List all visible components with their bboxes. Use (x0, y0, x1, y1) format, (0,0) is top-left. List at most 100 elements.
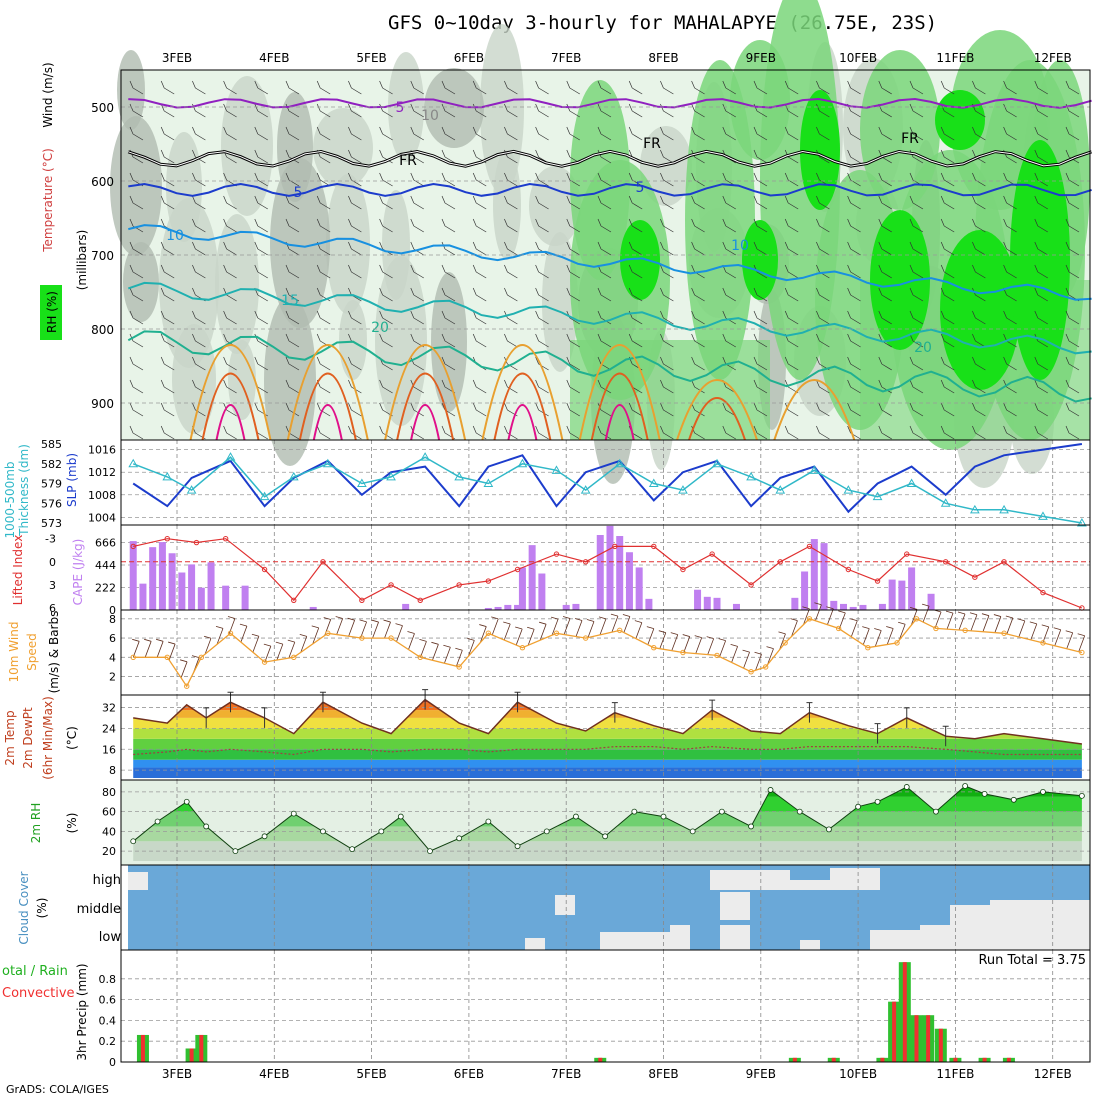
thickness-tick-label: 573 (41, 517, 62, 530)
upper-wind-barb (597, 241, 612, 256)
upper-wind-barb (940, 264, 955, 279)
surface-wind-barb (299, 633, 308, 653)
upper-wind-barb (691, 195, 705, 210)
upper-wind-barb (628, 241, 643, 256)
upper-wind-barb (285, 425, 300, 440)
upper-wind-barb (160, 149, 175, 164)
upper-wind-barb (628, 310, 643, 325)
cape-bar (494, 606, 502, 610)
cloud-clear-gap (670, 925, 690, 950)
temp-color-band (133, 759, 1082, 768)
upper-wind-barb (223, 356, 237, 371)
rh2m-point (1078, 792, 1085, 799)
upper-wind-barb (972, 310, 986, 325)
thickness-point (517, 458, 528, 468)
thickness-point (580, 485, 591, 494)
upper-wind-barb (972, 241, 986, 256)
cloud-clear-gap (800, 940, 820, 950)
wind-speed-point (962, 627, 968, 634)
rh-low-area (424, 68, 484, 148)
surface-wind-barb (706, 636, 715, 655)
slp-tick-label: 1012 (88, 466, 116, 479)
temp-tick-label: 24 (102, 722, 116, 735)
wind-axis-label: Wind (m/s) (41, 62, 55, 127)
contour-label: FR (643, 136, 661, 152)
precip-convective-bar (880, 1057, 885, 1062)
upper-wind-barb (784, 425, 799, 440)
precip-convective-bar (902, 962, 907, 1062)
rh2m-point (796, 808, 803, 815)
pressure-tick-label: 500 (91, 101, 114, 115)
cape-bar (820, 543, 828, 610)
surface-wind-barb (610, 613, 619, 633)
lifted-index-point (291, 597, 297, 603)
upper-wind-barb (348, 264, 362, 279)
upper-wind-barb (254, 195, 268, 210)
upper-wind-barb (1065, 356, 1080, 371)
upper-wind-barb (316, 287, 331, 302)
minmax-errorbar (422, 689, 429, 710)
thickness-point (969, 504, 980, 514)
surface-wind-barb (658, 630, 667, 649)
surface-wind-barb (227, 616, 236, 635)
rh-moist-area (570, 80, 630, 280)
upper-wind-barb (816, 126, 830, 141)
wind-speed-point (1079, 649, 1085, 656)
surface-wind-barb (574, 618, 583, 637)
surface-wind-barb (670, 632, 679, 651)
precip-convective-bar (914, 1015, 919, 1062)
upper-wind-barb (472, 126, 487, 141)
upper-wind-barb (566, 241, 580, 256)
millibars-axis-label: (millibars) (75, 230, 89, 291)
upper-wind-barb (691, 356, 705, 371)
rh2m-point (602, 833, 609, 840)
upper-wind-barb (535, 126, 549, 141)
temp-tick-label: 8 (109, 764, 116, 777)
upper-wind-barb (597, 218, 612, 233)
contour-30 (201, 372, 260, 441)
upper-wind-barb (1034, 379, 1048, 394)
wind-speed-point (227, 630, 234, 636)
wind-speed-point (388, 635, 394, 641)
cape-bar (538, 573, 546, 610)
top-day-label: 9FEB (746, 51, 776, 65)
upper-wind-barb (316, 80, 331, 95)
temp-color-band (133, 699, 1082, 703)
upper-wind-barb (316, 126, 331, 141)
upper-wind-barb (878, 172, 892, 187)
upper-wind-barb (566, 402, 580, 417)
surface-wind-barb (838, 610, 846, 630)
upper-wind-barb (285, 379, 300, 394)
thickness-tick-label: 579 (41, 478, 62, 491)
temp-tick-label: 32 (102, 701, 116, 714)
upper-wind-barb (940, 172, 955, 187)
surface-wind-barb (742, 649, 750, 669)
upper-wind-barb (472, 172, 487, 187)
surface-wind-barb (251, 633, 260, 653)
cloud-clear-gap (525, 938, 545, 950)
thickness-point (775, 485, 786, 494)
contour-30 (688, 397, 746, 441)
dewpoint-line (133, 745, 1082, 756)
lifted-index-point (320, 559, 326, 565)
temp-color-band (133, 767, 1082, 778)
upper-wind-barb (192, 103, 206, 118)
upper-wind-barb (753, 126, 768, 141)
surface-wind-barb (168, 641, 176, 661)
rh2m-point (1040, 788, 1046, 795)
upper-wind-barb (472, 80, 487, 95)
upper-wind-barb (940, 218, 955, 233)
temp-color-band (133, 717, 1082, 729)
upper-wind-barb (410, 195, 424, 210)
upper-wind-barb (535, 333, 549, 348)
upper-wind-barb (254, 172, 268, 187)
upper-wind-barb (660, 264, 674, 279)
rh2m-point (573, 813, 579, 820)
top-day-label: 6FEB (454, 51, 484, 65)
rh2m-point (689, 828, 696, 835)
contour-label: 10 (421, 108, 439, 124)
thickness-tick-label: 585 (41, 438, 62, 451)
upper-wind-barb (628, 287, 643, 302)
temp-color-band (133, 749, 1082, 760)
